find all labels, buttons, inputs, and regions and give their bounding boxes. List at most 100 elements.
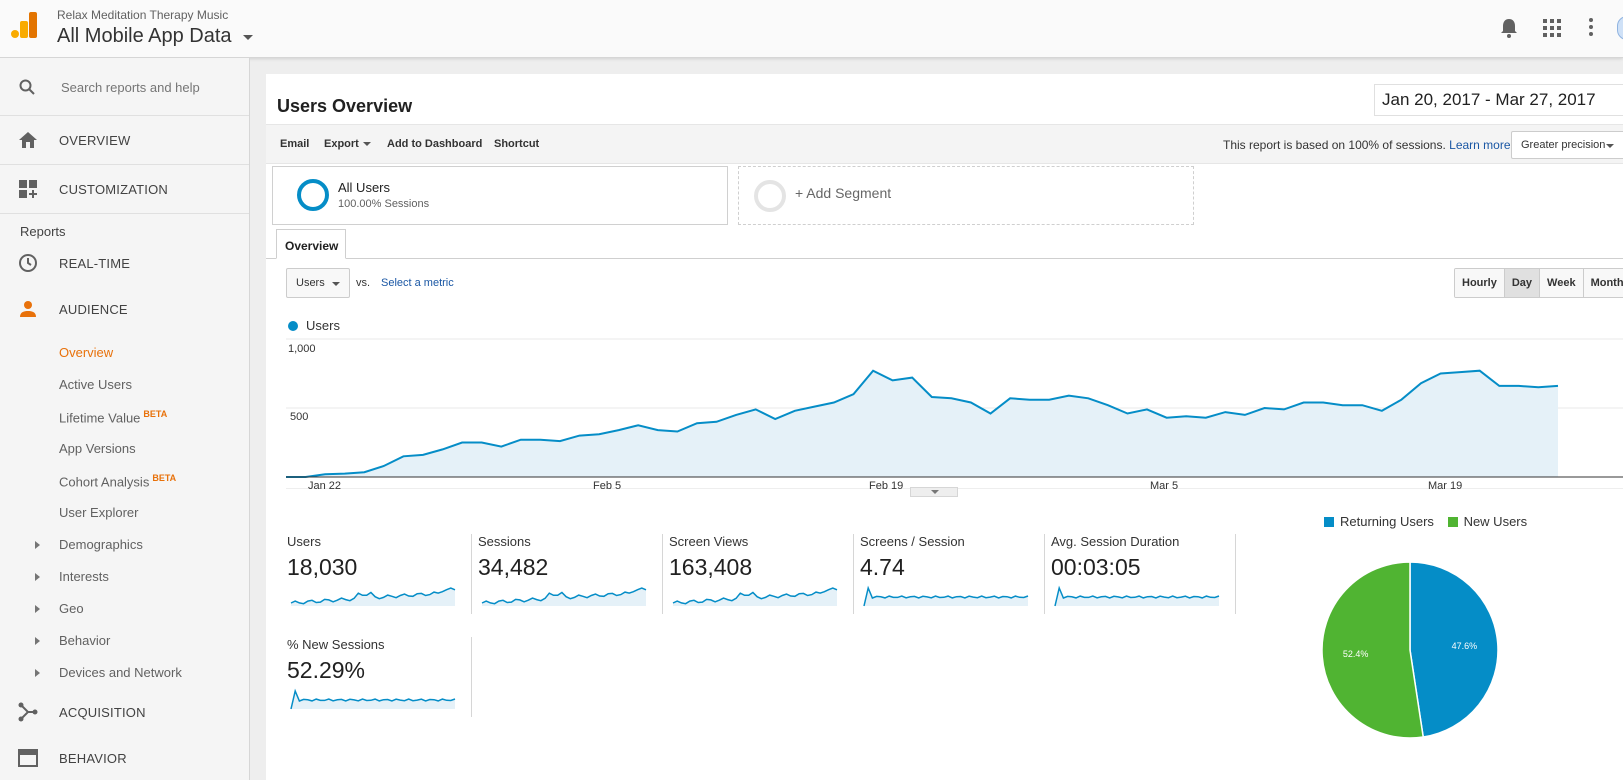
users-series-line	[286, 369, 1559, 478]
browser-window-icon	[18, 749, 38, 767]
sidebar-item-cohort-analysis[interactable]: Cohort Analysis BETA	[59, 473, 177, 490]
x-tick-label: Mar 19	[1428, 480, 1462, 489]
metric-card-screens-per-session: Screens / Session 4.74	[860, 534, 1045, 614]
avatar[interactable]	[1617, 16, 1623, 40]
search-icon	[19, 79, 35, 95]
top-bar: Relax Meditation Therapy Music All Mobil…	[0, 0, 1623, 58]
sidebar-item-geo[interactable]: Geo	[0, 592, 249, 624]
dashboard-plus-icon	[19, 180, 37, 198]
legend-label-users: Users	[306, 318, 340, 333]
hourly-button[interactable]: Hourly	[1455, 269, 1504, 297]
beta-badge: BETA	[143, 409, 168, 419]
y-tick-label: 500	[290, 411, 308, 423]
sparkline-fill	[291, 588, 455, 606]
segment-ring-icon	[297, 179, 329, 211]
legend-swatch-returning	[1324, 517, 1334, 527]
x-tick-label: Jan 22	[308, 480, 341, 489]
select-metric-link[interactable]: Select a metric	[381, 277, 454, 289]
acquisition-icon	[18, 702, 38, 722]
nav-customization-label: CUSTOMIZATION	[59, 182, 169, 197]
chevron-down-icon	[1606, 144, 1614, 148]
sparkline-users	[290, 587, 456, 606]
sidebar-item-behavior-sub[interactable]: Behavior	[0, 624, 249, 656]
metric-select[interactable]: Users	[286, 268, 350, 298]
segment-name: All Users	[338, 180, 391, 195]
sparkline-new-sessions	[290, 688, 456, 710]
expand-arrow-icon[interactable]	[35, 605, 40, 613]
report-panel: Users Overview Jan 20, 2017 - Mar 27, 20…	[266, 74, 1623, 780]
sidebar-item-app-versions[interactable]: App Versions	[59, 441, 136, 456]
metric-card-users: Users 18,030	[287, 534, 472, 614]
sidebar-search[interactable]: Search reports and help	[0, 58, 249, 116]
nav-behavior-label: BEHAVIOR	[59, 751, 127, 766]
tab-overview[interactable]: Overview	[276, 229, 346, 259]
home-icon	[19, 132, 37, 148]
export-button[interactable]: Export	[324, 138, 371, 150]
nav-behavior[interactable]: BEHAVIOR	[0, 734, 249, 780]
legend-swatch-new	[1447, 517, 1458, 527]
sparkline-line	[863, 585, 1029, 607]
x-tick-label: Feb 5	[593, 480, 621, 489]
sparkline-line	[290, 688, 456, 710]
day-button[interactable]: Day	[1503, 269, 1540, 297]
more-vert-icon[interactable]	[1589, 18, 1593, 36]
view-selector[interactable]: All Mobile App Data	[57, 25, 232, 47]
x-tick-label: Mar 5	[1150, 480, 1178, 489]
collapse-chart-handle[interactable]	[910, 487, 958, 497]
sidebar-item-interests[interactable]: Interests	[0, 560, 249, 592]
metric-card-screen-views: Screen Views 163,408	[669, 534, 854, 614]
pie-legend: Returning Users New Users	[1324, 514, 1527, 529]
sidebar-item-active-users[interactable]: Active Users	[59, 377, 132, 392]
beta-badge: BETA	[152, 473, 177, 483]
nav-audience[interactable]: AUDIENCE	[0, 284, 249, 336]
chevron-down-icon	[362, 142, 371, 147]
expand-arrow-icon[interactable]	[35, 669, 40, 677]
sidebar-item-user-explorer[interactable]: User Explorer	[59, 505, 139, 520]
sparkline-screens-per-session	[863, 585, 1029, 607]
shortcut-button[interactable]: Shortcut	[494, 138, 540, 150]
email-button[interactable]: Email	[280, 138, 310, 150]
expand-arrow-icon[interactable]	[35, 637, 40, 645]
granularity-toggle: Hourly Day Week Month	[1454, 268, 1623, 298]
view-dropdown-caret-icon[interactable]	[243, 35, 253, 40]
sidebar: Search reports and help OVERVIEW CUSTOMI…	[0, 58, 250, 780]
metric-card-sessions: Sessions 34,482	[478, 534, 663, 614]
segment-empty-ring-icon	[754, 180, 786, 212]
learn-more-link[interactable]: Learn more	[1449, 138, 1511, 152]
apps-grid-icon[interactable]	[1543, 19, 1561, 37]
sparkline-avg-session-duration	[1054, 585, 1220, 607]
nav-acquisition[interactable]: ACQUISITION	[0, 688, 249, 734]
segment-all-users[interactable]: All Users 100.00% Sessions	[272, 166, 728, 225]
account-name[interactable]: Relax Meditation Therapy Music	[57, 8, 229, 22]
pie-slice-returning-users[interactable]	[1409, 561, 1499, 738]
metric-card-avg-session-duration: Avg. Session Duration 00:03:05	[1051, 534, 1236, 614]
sparkline-line	[481, 587, 647, 605]
add-to-dashboard-button[interactable]: Add to Dashboard	[387, 138, 483, 150]
page-title: Users Overview	[277, 96, 413, 116]
search-input[interactable]: Search reports and help	[61, 80, 200, 95]
bell-icon[interactable]	[1500, 18, 1518, 38]
date-range-picker[interactable]: Jan 20, 2017 - Mar 27, 2017	[1374, 84, 1623, 116]
nav-realtime-label: REAL-TIME	[59, 256, 131, 271]
sparkline-line	[290, 587, 456, 605]
nav-overview[interactable]: OVERVIEW	[0, 116, 249, 164]
sidebar-item-overview[interactable]: Overview	[59, 345, 114, 360]
analytics-logo-icon[interactable]	[11, 12, 37, 40]
sidebar-item-demographics[interactable]: Demographics	[0, 528, 249, 560]
user-type-pie-chart: 47.6% 52.4%	[1321, 561, 1499, 739]
nav-customization[interactable]: CUSTOMIZATION	[0, 165, 249, 213]
nav-overview-label: OVERVIEW	[59, 133, 131, 148]
sidebar-item-lifetime-value[interactable]: Lifetime Value BETA	[59, 409, 168, 426]
legend-swatch-users	[288, 321, 298, 331]
segment-sessions: 100.00% Sessions	[338, 198, 430, 210]
nav-realtime[interactable]: REAL-TIME	[0, 244, 249, 284]
add-segment-button[interactable]: + Add Segment	[738, 166, 1194, 225]
month-button[interactable]: Month	[1582, 269, 1623, 297]
sidebar-item-devices-network[interactable]: Devices and Network	[0, 656, 249, 688]
pie-slice-new-users[interactable]	[1321, 561, 1425, 739]
precision-select[interactable]: Greater precision	[1511, 131, 1623, 159]
expand-arrow-icon[interactable]	[35, 573, 40, 581]
expand-arrow-icon[interactable]	[35, 541, 40, 549]
sparkline-fill	[482, 588, 646, 606]
week-button[interactable]: Week	[1539, 269, 1583, 297]
